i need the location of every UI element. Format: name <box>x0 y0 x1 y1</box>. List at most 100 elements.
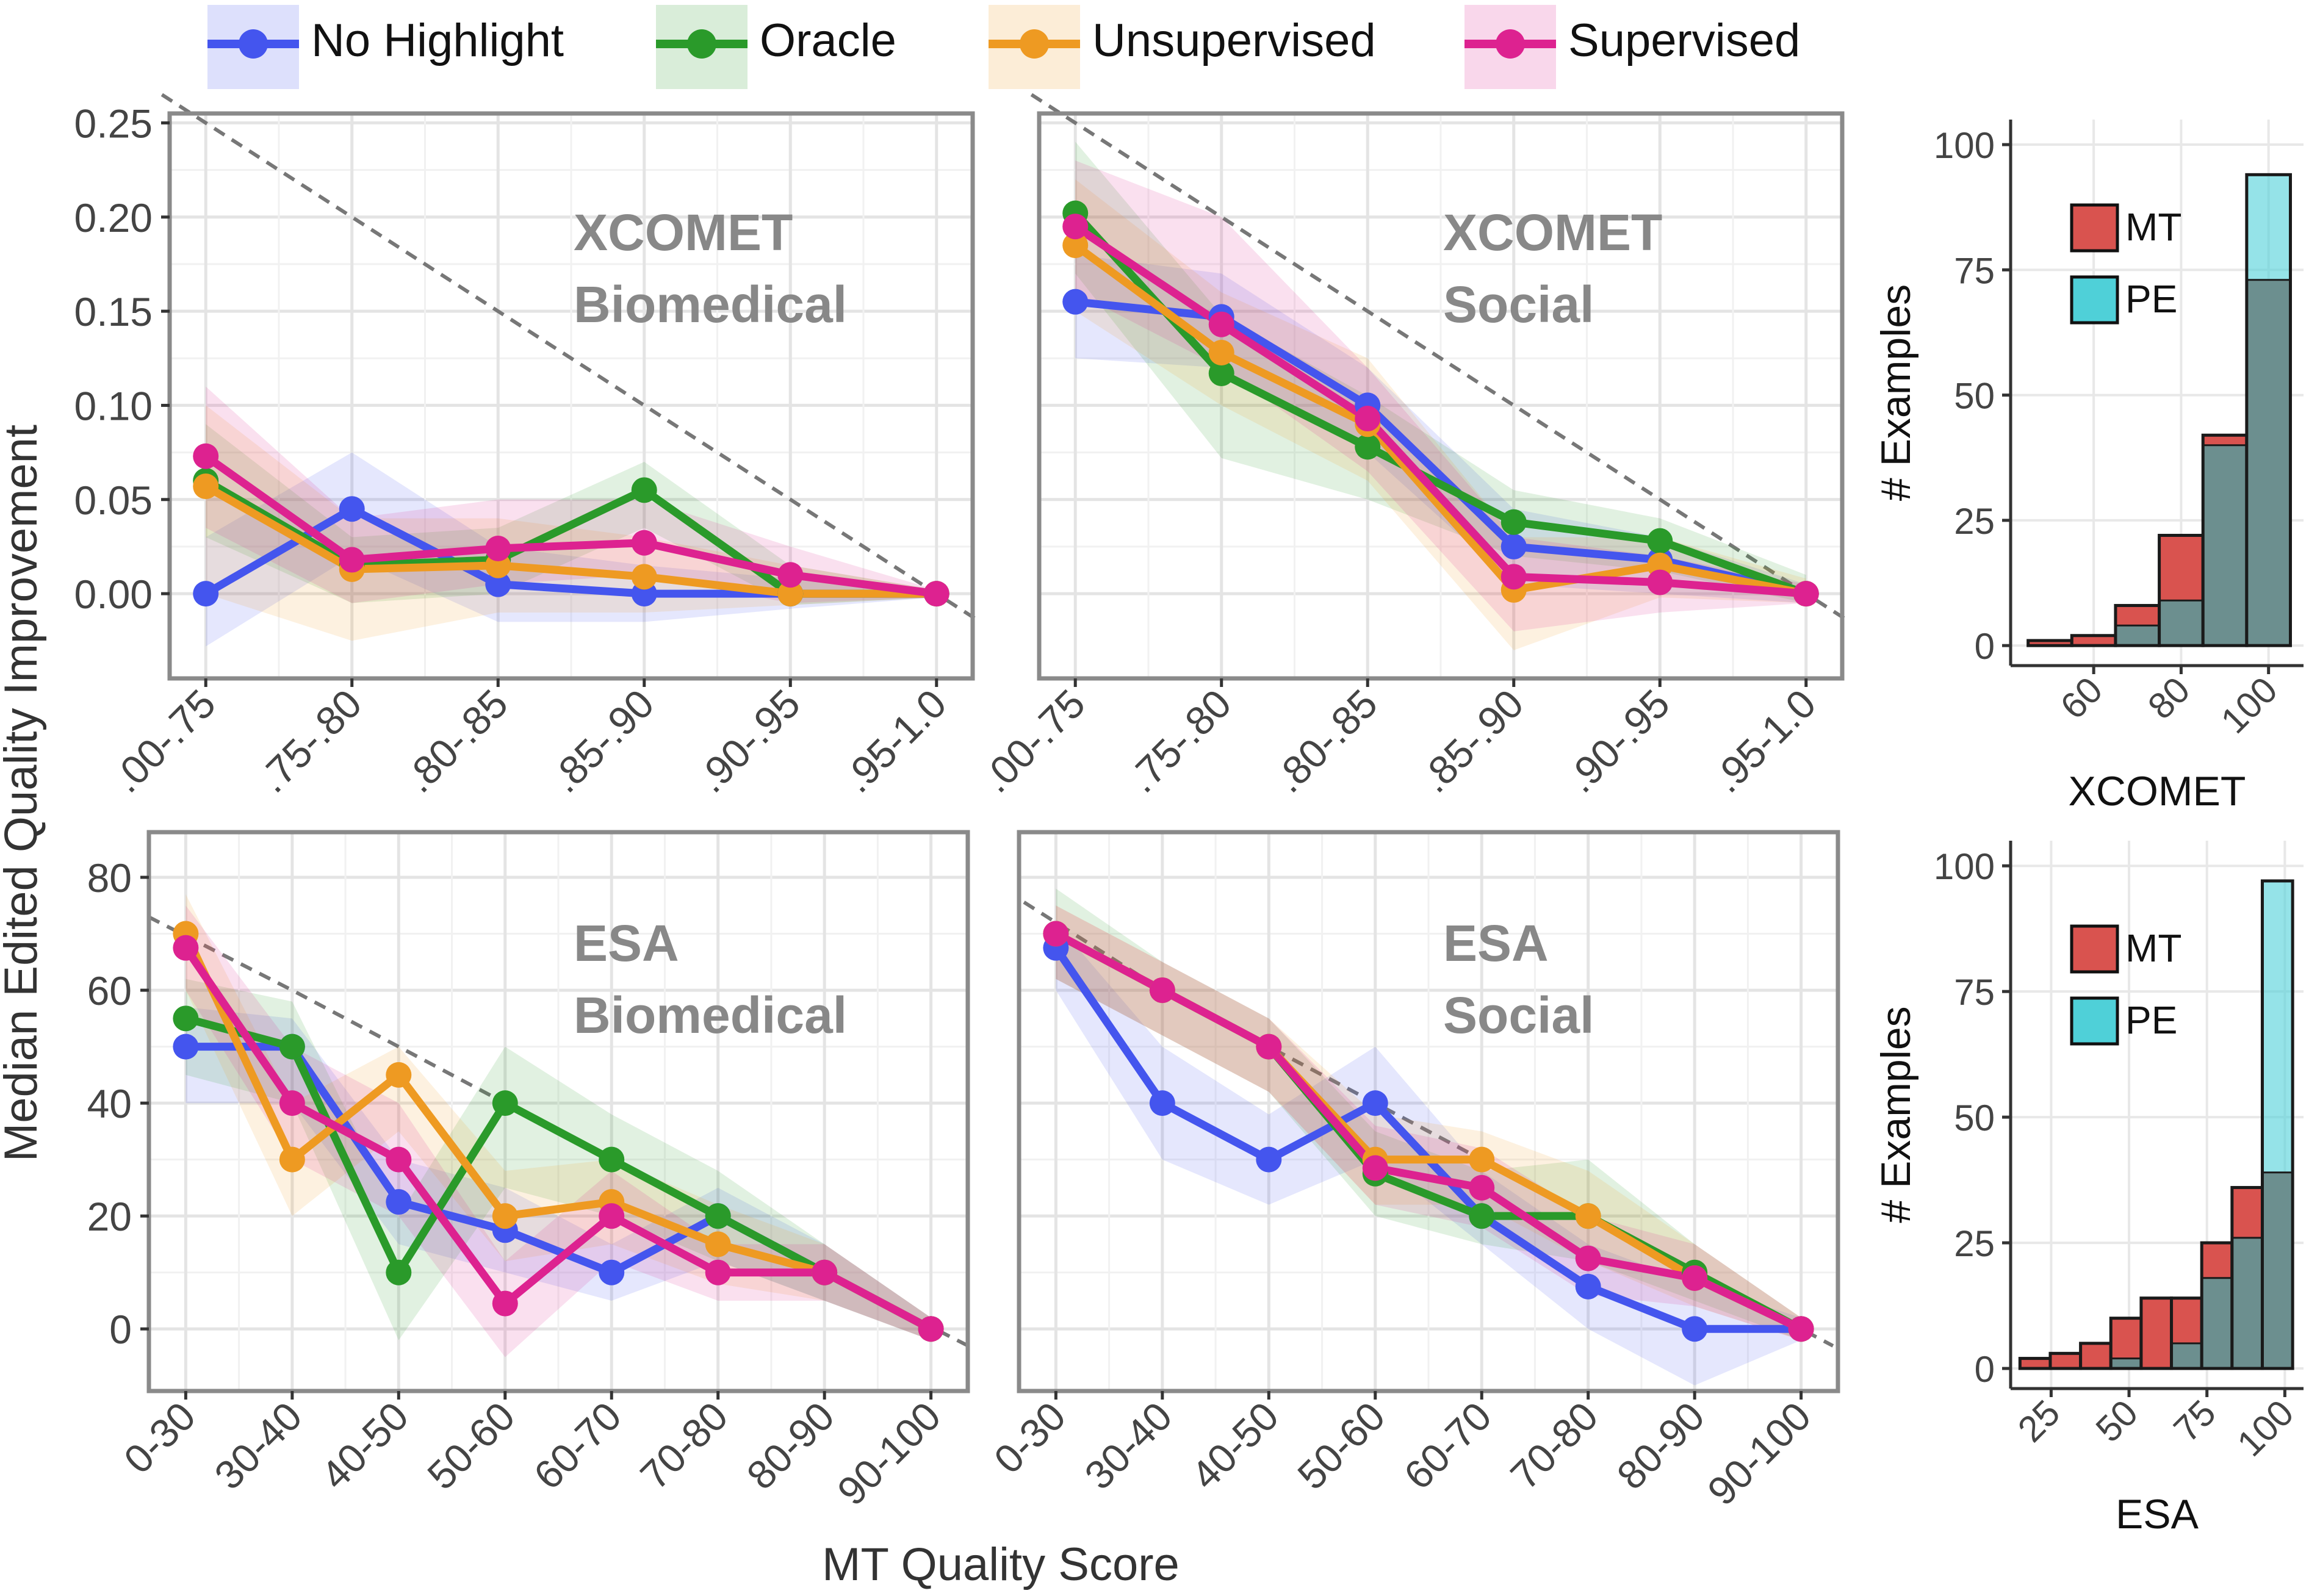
x-tick-label: .75-.80 <box>250 681 370 802</box>
data-point-unsupervised <box>777 581 804 607</box>
data-point-unsupervised <box>1208 340 1234 366</box>
data-point-supervised <box>1647 569 1673 595</box>
panel-title-line: ESA <box>574 915 679 972</box>
hist-legend-mt-label: MT <box>2125 926 2181 970</box>
ribbon-unsupervised <box>206 405 937 641</box>
panel-xcomet_hist: MT PE 0 25 50 75 100 60 80 100 XCOMET # Examples <box>1873 120 2304 814</box>
x-tick-label: .75-.80 <box>1119 681 1240 802</box>
data-point-no-highlight <box>193 581 219 607</box>
y-tick-label: 25 <box>1954 501 1995 542</box>
panel-title-line: Biomedical <box>574 987 847 1044</box>
y-axis-label: Median Edited Quality Improvement <box>0 425 47 1162</box>
y-tick-label: 75 <box>1954 250 1995 291</box>
y-tick-label: 0.15 <box>74 289 153 334</box>
x-tick-label: 0-30 <box>985 1393 1075 1483</box>
data-point-unsupervised <box>1575 1203 1601 1229</box>
x-tick-label: 90-100 <box>1699 1393 1820 1514</box>
x-tick-label: 50-60 <box>1289 1393 1394 1498</box>
x-tick-label: .90-.95 <box>688 681 809 802</box>
x-tick-label: 80-90 <box>738 1393 843 1498</box>
data-point-unsupervised <box>1062 232 1089 259</box>
hist-y-label: # Examples <box>1873 1006 1919 1223</box>
bar-overlap <box>2246 279 2291 646</box>
hist-legend-mt-swatch <box>2070 203 2119 253</box>
panel-title-line: Social <box>1443 987 1594 1044</box>
data-point-oracle <box>1500 509 1527 535</box>
reference-line <box>1030 93 1851 624</box>
data-point-oracle <box>1647 528 1673 554</box>
panel-title-line: Biomedical <box>574 276 847 333</box>
data-point-supervised <box>386 1146 412 1173</box>
data-point-supervised <box>1362 1155 1388 1181</box>
y-tick-label: 40 <box>87 1081 132 1126</box>
data-point-unsupervised <box>631 564 657 590</box>
data-point-no-highlight <box>1500 533 1527 559</box>
y-tick-label: 25 <box>1954 1223 1995 1264</box>
series-line-oracle <box>184 1015 933 1332</box>
x-tick-label: .80-.85 <box>396 681 517 802</box>
panel-title: ESA Social <box>1443 915 1594 1044</box>
hist-x-label: ESA <box>2116 1491 2199 1537</box>
series-line-unsupervised <box>182 932 933 1332</box>
hist-legend-pe-swatch <box>2070 996 2119 1046</box>
x-tick-label: 60-70 <box>525 1393 630 1498</box>
panel-xcomet_social: XCOMET Social .00-.75.75-.80.80-.85.85-.90… <box>973 93 1851 802</box>
data-point-oracle <box>1208 360 1234 386</box>
hist-y-label: # Examples <box>1873 284 1919 501</box>
data-point-no-highlight <box>485 571 511 597</box>
panel-border <box>1017 830 1840 1393</box>
data-point-oracle <box>173 1005 199 1032</box>
x-tick-label: 50-60 <box>419 1393 524 1498</box>
legend-marker <box>1020 29 1049 59</box>
data-point-supervised <box>339 547 365 573</box>
series-line-supervised <box>203 453 937 598</box>
x-tick-label: 40-50 <box>1183 1393 1288 1498</box>
y-tick-label: 0.10 <box>74 383 153 428</box>
bar-outline <box>2260 879 2294 1370</box>
data-point-no-highlight <box>1575 1273 1601 1299</box>
data-point-supervised <box>485 536 511 562</box>
data-point-no-highlight <box>173 1033 199 1060</box>
x-tick-label: .85-.90 <box>1411 681 1532 802</box>
panel-title-line: XCOMET <box>574 204 793 261</box>
data-point-no-highlight <box>1062 289 1089 315</box>
legend-item-oracle: Oracle <box>656 5 896 89</box>
data-point-supervised <box>193 443 219 469</box>
ribbon-supervised <box>186 905 931 1357</box>
data-point-supervised <box>1043 921 1069 947</box>
x-tick-label: 40-50 <box>312 1393 417 1498</box>
data-point-supervised <box>1256 1033 1282 1060</box>
x-tick-label: 100 <box>2229 1392 2301 1464</box>
legend-label: Oracle <box>760 15 896 66</box>
data-point-supervised <box>918 1316 944 1342</box>
bar-overlap <box>2262 1172 2293 1369</box>
x-tick-label: 80-90 <box>1608 1393 1713 1498</box>
panel-border <box>167 111 975 681</box>
panel-border <box>146 830 970 1393</box>
data-point-supervised <box>812 1259 838 1285</box>
ribbon-supervised <box>206 386 937 603</box>
bar-overlap <box>2232 1237 2263 1369</box>
data-point-supervised <box>1208 311 1234 337</box>
data-point-no-highlight <box>599 1259 625 1285</box>
legend-label: Unsupervised <box>1092 15 1376 66</box>
bar-overlap <box>2171 1343 2202 1369</box>
series-line-supervised <box>1054 930 1803 1333</box>
panel-esa_biomedical: ESA Biomedical 0 20 40 60 80 0-30 30-40 40-50 50-6… <box>87 830 970 1514</box>
x-tick-label: .95-1.0 <box>834 681 955 802</box>
y-tick-label: 100 <box>1934 846 1995 887</box>
bar-mt <box>2050 1353 2081 1369</box>
panel-title: XCOMET Social <box>1443 204 1662 333</box>
x-tick-label: 90-100 <box>829 1393 949 1514</box>
data-point-oracle <box>1355 434 1381 460</box>
legend-label: Supervised <box>1568 15 1800 66</box>
data-point-supervised <box>1355 406 1381 432</box>
hist-legend: MT PE <box>2070 924 2181 1046</box>
data-point-supervised <box>705 1259 731 1285</box>
hist-legend-pe-label: PE <box>2125 277 2177 321</box>
data-point-no-highlight <box>1362 1090 1388 1116</box>
y-tick-label: 20 <box>87 1194 132 1239</box>
data-point-unsupervised <box>492 1203 518 1229</box>
